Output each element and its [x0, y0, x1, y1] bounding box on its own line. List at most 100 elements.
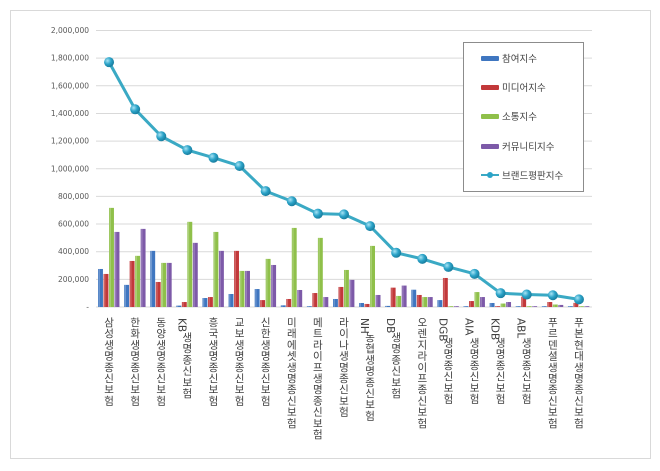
line-marker-icon	[365, 221, 376, 232]
bar	[228, 294, 234, 307]
svg-text:DGB: DGB	[436, 318, 448, 341]
bar-highlight	[527, 306, 529, 307]
svg-text:명: 명	[261, 351, 271, 363]
svg-text:종: 종	[235, 362, 245, 374]
bar	[558, 304, 564, 307]
svg-text:렌: 렌	[417, 328, 427, 340]
svg-text:명: 명	[104, 351, 114, 363]
svg-text:보: 보	[339, 395, 349, 407]
svg-text:보: 보	[235, 328, 245, 340]
svg-text:신: 신	[287, 395, 297, 407]
svg-text:신: 신	[209, 373, 219, 385]
bar	[317, 237, 323, 307]
svg-text:보: 보	[183, 377, 193, 389]
bar	[207, 297, 213, 307]
line-marker-icon	[547, 290, 558, 301]
bar-highlight	[521, 296, 524, 307]
svg-text:신: 신	[156, 373, 166, 385]
svg-text:험: 험	[496, 394, 506, 406]
bar-highlight	[553, 304, 555, 307]
bar	[312, 293, 318, 307]
svg-text:종: 종	[391, 354, 401, 366]
line-series-brand-index	[104, 57, 584, 305]
bar-highlight	[443, 277, 445, 307]
bar	[124, 284, 130, 307]
bar	[291, 227, 297, 307]
bar	[567, 306, 573, 307]
svg-text:명: 명	[548, 373, 558, 385]
bar	[500, 303, 506, 307]
svg-text:대: 대	[574, 351, 584, 363]
svg-text:종: 종	[156, 362, 166, 374]
svg-text:NH: NH	[358, 318, 370, 334]
svg-text:라: 라	[313, 339, 323, 351]
y-tick-label: 600,000	[58, 220, 89, 229]
svg-text:보: 보	[287, 407, 297, 419]
line-marker-icon	[417, 253, 428, 264]
svg-text:종: 종	[209, 362, 219, 374]
bar	[584, 306, 590, 307]
svg-text:이: 이	[313, 351, 323, 363]
svg-text:신: 신	[339, 384, 349, 396]
svg-text:에: 에	[287, 339, 297, 351]
line-marker-icon	[208, 152, 219, 163]
bar	[552, 304, 558, 307]
svg-text:교: 교	[235, 317, 245, 329]
bar-highlight	[464, 306, 466, 307]
y-tick-label: 800,000	[58, 192, 89, 201]
svg-text:ABL: ABL	[515, 318, 527, 338]
bar-highlight	[214, 231, 216, 307]
bar	[192, 242, 198, 307]
bar	[181, 302, 187, 307]
svg-text:종: 종	[104, 362, 114, 374]
bar	[271, 264, 277, 307]
bar-highlight	[449, 306, 451, 307]
bar	[333, 298, 338, 307]
bar-highlight	[255, 289, 257, 307]
bar	[495, 306, 501, 307]
bar	[323, 297, 329, 307]
legend-swatch-green-icon	[481, 113, 499, 119]
bar-highlight	[475, 292, 477, 307]
bar	[401, 285, 407, 307]
svg-text:덴: 덴	[548, 339, 558, 351]
y-tick-label: 200,000	[58, 275, 89, 284]
bar-highlight	[428, 297, 430, 307]
svg-text:신: 신	[574, 395, 584, 407]
bar	[150, 250, 156, 307]
bar	[218, 250, 224, 307]
svg-text:종: 종	[574, 384, 584, 396]
bar-highlight	[568, 306, 570, 307]
line-marker-icon	[391, 247, 402, 258]
bar	[390, 287, 396, 307]
bar-highlight	[501, 303, 503, 307]
bar-highlight	[516, 306, 518, 307]
svg-text:험: 험	[444, 394, 454, 406]
svg-text:보: 보	[470, 382, 480, 394]
svg-text:신: 신	[365, 388, 375, 400]
svg-text:프: 프	[417, 373, 427, 385]
bar	[463, 306, 469, 307]
svg-text:명: 명	[522, 349, 532, 361]
svg-text:명: 명	[470, 349, 480, 361]
bar-highlight	[323, 297, 326, 307]
bar	[187, 221, 193, 307]
bar	[448, 306, 454, 307]
bar	[213, 231, 219, 307]
bar	[166, 262, 172, 307]
legend-item-media: 미디어지수	[481, 80, 546, 94]
svg-text:AIA: AIA	[463, 318, 475, 336]
svg-text:보: 보	[391, 377, 401, 389]
bar-highlight	[98, 268, 100, 307]
svg-text:명: 명	[130, 351, 140, 363]
bar-highlight	[260, 300, 262, 307]
bar	[541, 306, 547, 307]
bar	[338, 286, 344, 307]
bar-highlight	[469, 301, 471, 307]
